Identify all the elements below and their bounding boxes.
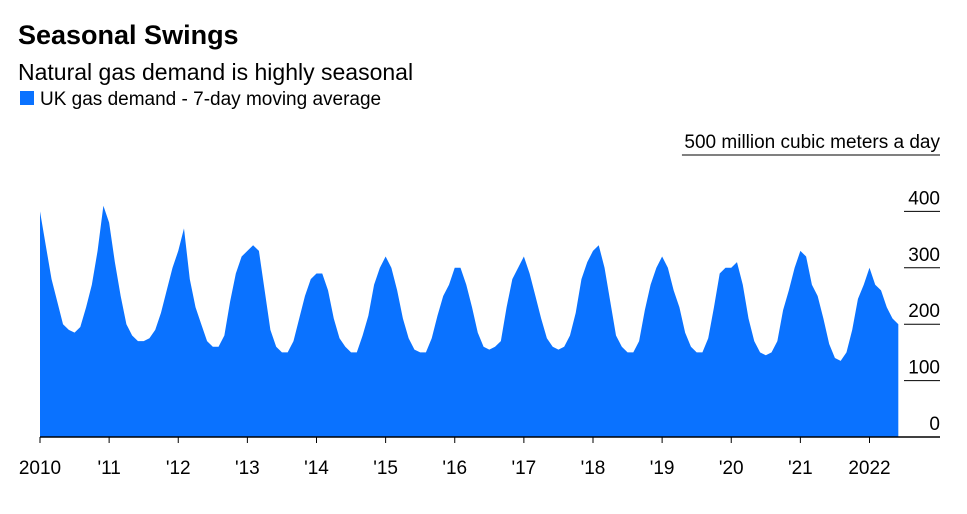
x-tick-label: '12 xyxy=(166,458,191,479)
y-tick-label: 100 xyxy=(908,358,940,379)
x-tick-label: '20 xyxy=(719,458,744,479)
legend-swatch xyxy=(20,91,34,105)
y-tick-label: 300 xyxy=(908,245,940,266)
x-tick-label: 2022 xyxy=(848,458,890,479)
x-tick-label: '11 xyxy=(97,458,120,479)
x-tick-label: 2010 xyxy=(19,458,61,479)
x-tick-label: '21 xyxy=(788,458,813,479)
area xyxy=(40,205,899,437)
y-tick-label: 400 xyxy=(908,188,940,209)
chart-subtitle: Natural gas demand is highly seasonal xyxy=(18,59,413,85)
x-tick-label: '13 xyxy=(235,458,260,479)
x-tick-label: '17 xyxy=(511,458,536,479)
chart-title: Seasonal Swings xyxy=(18,20,239,50)
x-tick-label: '19 xyxy=(650,458,675,479)
x-tick-label: '14 xyxy=(304,458,329,479)
x-tick-label: '16 xyxy=(442,458,467,479)
legend-label: UK gas demand - 7-day moving average xyxy=(40,89,381,110)
y-tick-label: 500 million cubic meters a day xyxy=(684,132,940,153)
y-tick-label: 200 xyxy=(908,301,940,322)
x-tick-label: '15 xyxy=(373,458,398,479)
y-tick-label: 0 xyxy=(929,414,940,435)
x-tick-label: '18 xyxy=(581,458,606,479)
